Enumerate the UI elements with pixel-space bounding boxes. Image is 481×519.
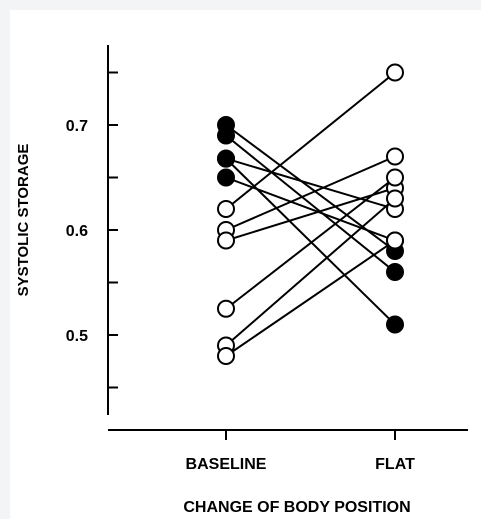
baseline-point — [217, 299, 235, 318]
flat-point — [386, 189, 404, 208]
flat-point — [386, 263, 404, 281]
series-line — [225, 176, 396, 310]
top-margin-band — [0, 0, 481, 10]
series-line — [225, 239, 396, 357]
x-axis-ticks: BASELINE FLAT — [186, 430, 415, 473]
series-line — [225, 155, 396, 231]
flat-point — [386, 63, 404, 82]
series-line — [225, 176, 396, 242]
y-tick-label: 0.5 — [66, 328, 88, 345]
flat-point — [386, 315, 404, 334]
baseline-point — [217, 126, 235, 145]
baseline-point — [217, 168, 235, 187]
y-tick-label: 0.7 — [66, 118, 88, 135]
series-markers — [217, 63, 404, 365]
flat-point — [386, 147, 404, 166]
flat-point — [386, 168, 404, 187]
flat-point — [386, 231, 404, 250]
series-line — [225, 134, 396, 273]
x-tick-label: FLAT — [375, 456, 415, 473]
x-axis-label: CHANGE OF BODY POSITION — [183, 499, 410, 516]
series-line — [225, 197, 396, 347]
x-tick-label: BASELINE — [186, 456, 267, 473]
left-margin-band — [0, 0, 10, 519]
y-axis-label: SYSTOLIC STORAGE — [15, 144, 32, 297]
baseline-point — [217, 200, 235, 218]
y-tick-label: 0.6 — [66, 223, 88, 240]
baseline-point — [217, 347, 235, 365]
baseline-point — [217, 231, 235, 250]
series-line — [225, 71, 396, 210]
series-lines — [225, 71, 396, 357]
series-line — [225, 187, 396, 242]
y-axis-ticks: 0.5 0.6 0.7 — [66, 71, 118, 389]
baseline-point — [217, 149, 235, 168]
